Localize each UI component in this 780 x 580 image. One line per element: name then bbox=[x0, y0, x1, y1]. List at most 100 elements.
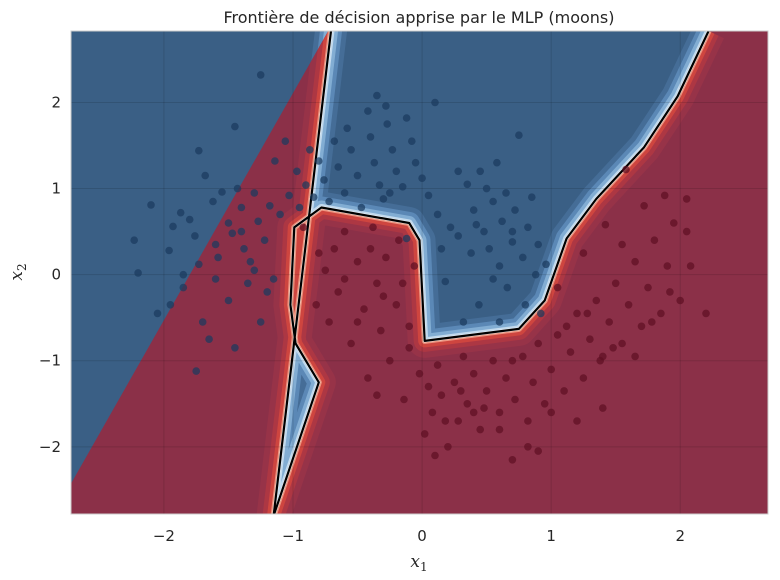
class0-point bbox=[147, 201, 155, 209]
class1-point bbox=[382, 253, 390, 262]
class0-point bbox=[433, 210, 442, 219]
x-axis-label-var: x bbox=[410, 552, 420, 572]
class0-point bbox=[534, 240, 542, 249]
class1-point bbox=[353, 318, 362, 326]
class1-point bbox=[682, 227, 691, 236]
class1-point bbox=[415, 369, 424, 378]
class1-point bbox=[405, 322, 414, 331]
class0-point bbox=[508, 238, 517, 246]
class0-point bbox=[495, 318, 504, 326]
y-tick-label: 1 bbox=[51, 180, 61, 198]
class0-point bbox=[353, 171, 362, 180]
class0-point bbox=[489, 197, 497, 206]
class1-point bbox=[611, 279, 620, 288]
class0-point bbox=[153, 309, 162, 318]
class0-point bbox=[250, 189, 259, 197]
class1-point bbox=[476, 425, 485, 434]
class1-point bbox=[508, 356, 517, 365]
class0-point bbox=[256, 318, 265, 326]
class1-point bbox=[605, 318, 613, 326]
class1-point bbox=[377, 326, 385, 335]
class0-point bbox=[237, 227, 246, 236]
x-tick-label: 0 bbox=[417, 527, 427, 545]
class1-point bbox=[562, 322, 571, 331]
class1-point bbox=[420, 430, 429, 438]
class1-point bbox=[433, 361, 442, 369]
class0-point bbox=[315, 157, 323, 165]
class0-point bbox=[495, 262, 504, 270]
class1-points bbox=[299, 165, 710, 464]
class1-point bbox=[405, 344, 414, 352]
class1-point bbox=[566, 348, 575, 356]
class0-point bbox=[325, 197, 333, 206]
class0-point bbox=[334, 163, 343, 171]
class1-point bbox=[379, 292, 388, 301]
class0-point bbox=[402, 114, 411, 122]
class0-point bbox=[185, 215, 194, 224]
class1-point bbox=[702, 309, 710, 318]
class0-point bbox=[330, 137, 339, 145]
class1-point bbox=[469, 408, 478, 417]
class0-point bbox=[503, 283, 512, 292]
grid-lines bbox=[71, 31, 768, 514]
class0-point bbox=[498, 217, 506, 226]
class1-point bbox=[424, 382, 433, 391]
class0-points bbox=[130, 71, 550, 375]
boundary-line bbox=[272, 31, 710, 514]
class0-point bbox=[537, 309, 545, 318]
class0-point bbox=[459, 318, 468, 326]
class1-point bbox=[347, 339, 355, 348]
class1-point bbox=[599, 404, 607, 412]
class1-point bbox=[428, 408, 437, 417]
class0-point bbox=[370, 158, 379, 167]
class1-point bbox=[511, 395, 519, 404]
x-tick-label: −2 bbox=[153, 527, 175, 545]
class1-point bbox=[640, 202, 648, 210]
class0-point bbox=[388, 146, 397, 154]
class1-point bbox=[340, 227, 349, 236]
class1-point bbox=[373, 279, 381, 288]
class0-point bbox=[343, 124, 352, 133]
class0-point bbox=[515, 131, 523, 139]
class1-point bbox=[686, 262, 695, 270]
class0-point bbox=[528, 193, 536, 201]
class1-point bbox=[547, 408, 555, 417]
class1-point bbox=[330, 245, 339, 253]
class1-point bbox=[586, 335, 594, 344]
class1-point bbox=[360, 305, 368, 313]
class1-point bbox=[299, 223, 308, 232]
class0-point bbox=[524, 223, 532, 232]
class1-point bbox=[644, 283, 652, 292]
class1-point bbox=[373, 391, 381, 400]
class0-point bbox=[357, 203, 366, 212]
class1-point bbox=[366, 245, 375, 253]
class0-point bbox=[386, 189, 394, 197]
class0-point bbox=[441, 277, 450, 286]
class1-point bbox=[657, 309, 665, 318]
class1-point bbox=[547, 365, 555, 374]
class0-point bbox=[392, 167, 401, 176]
x-tick-labels: −2 −1 0 1 2 bbox=[153, 527, 685, 545]
class0-point bbox=[383, 120, 392, 128]
y-axis-label-sub: 2 bbox=[15, 263, 29, 271]
class0-point bbox=[166, 301, 175, 309]
class0-point bbox=[431, 98, 439, 107]
class1-point bbox=[676, 296, 684, 305]
class0-point bbox=[209, 197, 217, 206]
class1-point bbox=[386, 356, 394, 365]
class1-point bbox=[457, 387, 465, 395]
class0-point bbox=[424, 191, 433, 200]
class1-point bbox=[534, 339, 542, 348]
y-tick-label: 0 bbox=[51, 266, 61, 284]
class1-point bbox=[325, 318, 333, 326]
x-tick-label: 2 bbox=[675, 527, 685, 545]
class0-point bbox=[418, 174, 426, 182]
class1-point bbox=[495, 408, 504, 417]
class0-point bbox=[519, 253, 527, 262]
class1-point bbox=[519, 352, 527, 361]
class1-point bbox=[666, 288, 674, 296]
class0-point bbox=[218, 188, 226, 196]
class0-point bbox=[476, 167, 485, 176]
class1-point bbox=[529, 378, 537, 387]
